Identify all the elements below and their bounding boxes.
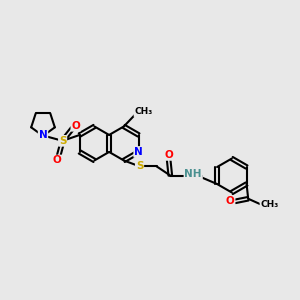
Text: S: S — [59, 136, 66, 146]
Text: O: O — [53, 155, 62, 166]
Text: CH₃: CH₃ — [134, 107, 153, 116]
Text: NH: NH — [184, 169, 202, 179]
Text: O: O — [226, 196, 235, 206]
Text: CH₃: CH₃ — [260, 200, 279, 209]
Text: N: N — [39, 130, 47, 140]
Text: S: S — [136, 161, 143, 171]
Text: O: O — [71, 121, 80, 131]
Text: N: N — [134, 147, 143, 157]
Text: O: O — [164, 150, 173, 160]
